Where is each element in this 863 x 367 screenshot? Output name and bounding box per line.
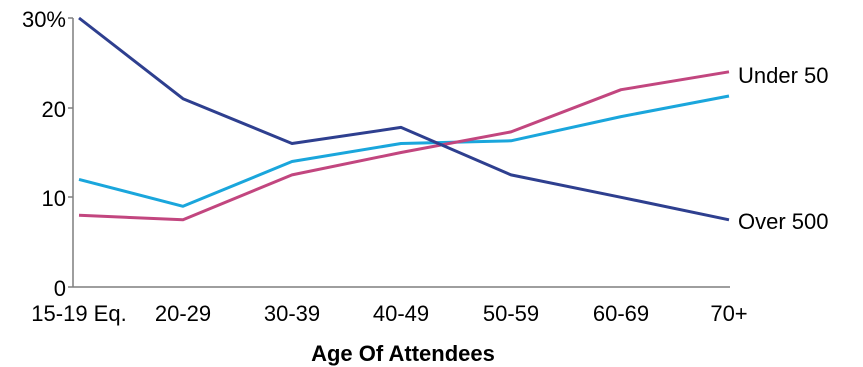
x-tick-label: 20-29 [155, 301, 211, 326]
x-axis: 15-19 Eq. 20-29 30-39 40-49 50-59 60-69 … [31, 286, 748, 366]
series-line-under-50 [78, 70, 730, 222]
y-tick-label: 0 [54, 276, 66, 301]
x-tick-label: 30-39 [264, 301, 320, 326]
y-tick-label: 10 [42, 186, 66, 211]
y-tick-label: 30% [22, 7, 66, 32]
x-tick-label: 50-59 [483, 301, 539, 326]
series-line-unlabeled [78, 94, 730, 208]
series-label-under-50: Under 50 [738, 63, 829, 88]
y-tick-label: 20 [42, 97, 66, 122]
series-layer [78, 16, 730, 222]
x-tick-label: 15-19 Eq. [31, 301, 126, 326]
x-tick-label: 60-69 [593, 301, 649, 326]
series-labels: Under 50 Over 500 [738, 63, 829, 234]
series-line-over-500 [78, 16, 730, 222]
series-label-over-500: Over 500 [738, 209, 829, 234]
y-axis: 0 10 20 30% [22, 7, 74, 301]
x-axis-title: Age Of Attendees [311, 341, 495, 366]
x-tick-label: 40-49 [373, 301, 429, 326]
x-tick-label: 70+ [710, 301, 747, 326]
